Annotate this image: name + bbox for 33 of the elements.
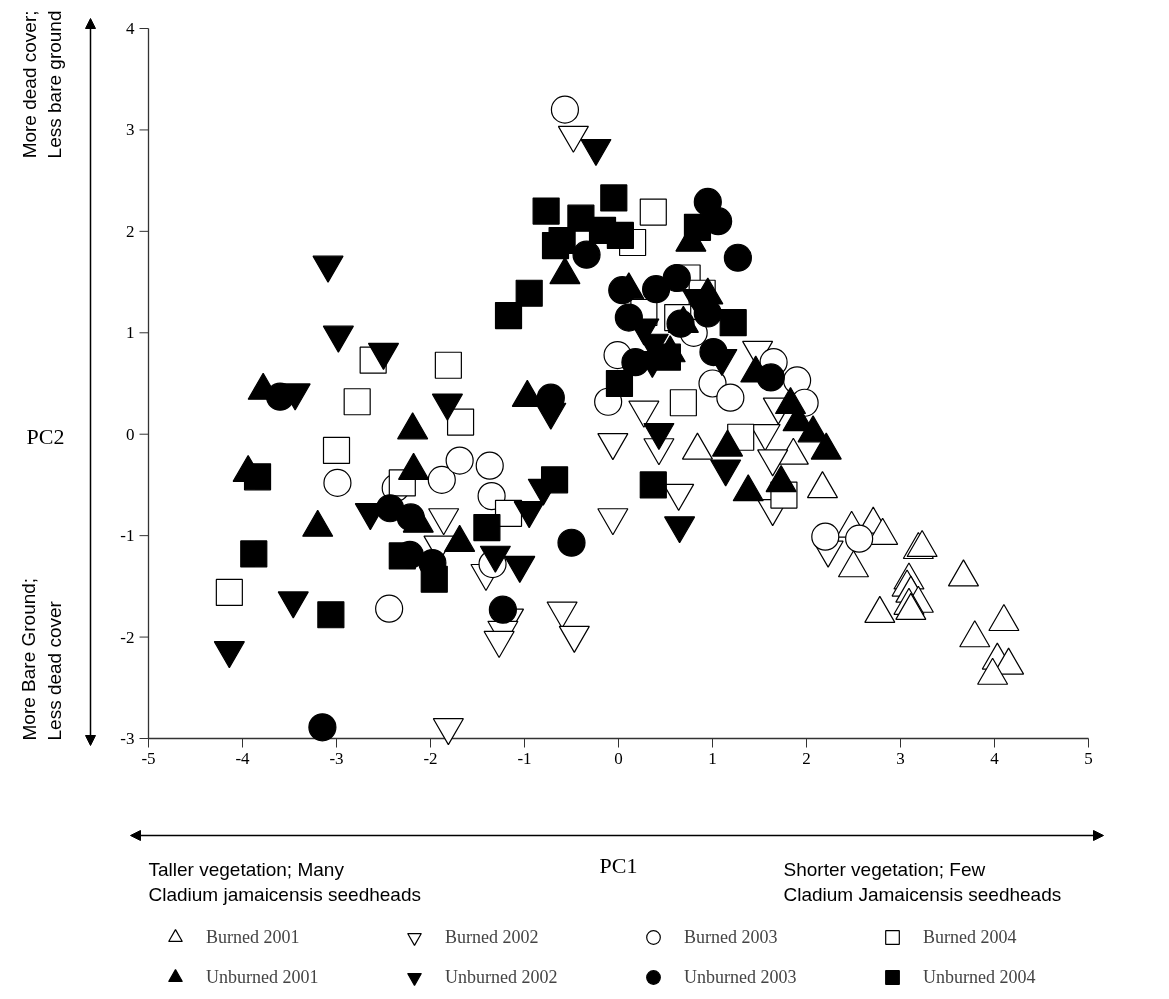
x-tick-label: -1: [517, 748, 532, 768]
y-tick-label: 1: [126, 323, 135, 343]
x-tick-label: -5: [141, 748, 156, 768]
y-tick-label: 3: [126, 120, 135, 140]
x-tick-label: -2: [423, 748, 438, 768]
x-tick-label: 1: [708, 748, 717, 768]
x-tick-label: 0: [614, 748, 623, 768]
x-tick-label: -3: [329, 748, 344, 768]
text: More Bare Ground; Less dead cover: [18, 577, 65, 741]
y-tick-label: -2: [120, 627, 135, 647]
legend-label: Burned 2004: [923, 926, 1018, 948]
x-tick-label: 3: [896, 748, 905, 768]
x-tick-label: 2: [802, 748, 811, 768]
y-tick-label: 0: [126, 424, 135, 444]
legend-label: Burned 2002: [445, 926, 540, 948]
legend-label: Burned 2001: [206, 926, 301, 948]
text: More dead cover; Less bare ground: [18, 10, 65, 159]
x-tick-label: -4: [235, 748, 251, 768]
x-tick-label: 4: [990, 748, 1000, 768]
text: Taller vegetation; Many Cladium jamaicensis seedheads: [148, 858, 421, 905]
x-axis-title: PC1: [599, 852, 638, 878]
y-tick-label: -1: [120, 526, 135, 546]
x-tick-label: 5: [1084, 748, 1093, 768]
legend-label: Unburned 2003: [684, 966, 798, 988]
y-tick-label: 2: [126, 221, 135, 241]
legend-label: Burned 2003: [684, 926, 779, 948]
y-tick-label: 4: [126, 19, 135, 38]
legend-label: Unburned 2004: [923, 966, 1037, 988]
legend-label: Unburned 2002: [445, 966, 559, 988]
legend-label: Unburned 2001: [206, 966, 320, 988]
y-tick-label: -3: [120, 729, 135, 748]
y-axis-title: PC2: [26, 424, 65, 449]
text: Shorter vegetation; Few Cladium Jamaicensis seedheads: [783, 858, 1062, 905]
